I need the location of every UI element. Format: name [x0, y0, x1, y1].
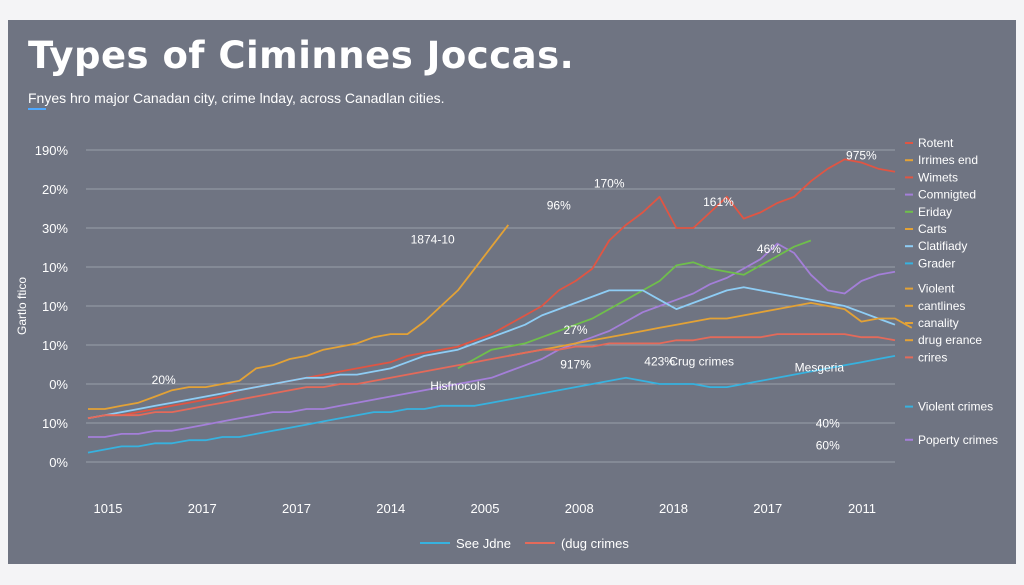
series-line-5 [87, 286, 896, 420]
y-tick-label: 10% [42, 416, 68, 431]
bottom-legend-swatch-2 [524, 542, 555, 544]
legend-label: canality [918, 316, 959, 330]
annotation-label-13: Hisfnocols [430, 379, 485, 393]
y-tick-label: 0% [49, 377, 68, 392]
chart-subtitle: Fnyes hro major Canadan city, crime lnda… [28, 90, 445, 106]
x-tick-label: 2005 [471, 501, 500, 516]
x-tick-label: 2018 [659, 501, 688, 516]
legend-label: Eriday [918, 205, 952, 219]
chart-title: Types of Ciminnes Joccas. [28, 34, 575, 77]
bottom-legend: See Jdne (dug crimes [420, 533, 629, 553]
y-tick-label: 190% [35, 143, 69, 158]
y-tick-label: 10% [42, 299, 68, 314]
legend-label: Comnigted [918, 188, 976, 202]
annotation-label-5: 975% [846, 148, 877, 162]
legend-label: crires [918, 350, 947, 364]
y-axis-label: Gartlo ftico [15, 277, 29, 335]
series-line-8 [87, 333, 896, 420]
x-tick-label: 2017 [188, 501, 217, 516]
legend-label: cantlines [918, 299, 965, 313]
bottom-legend-label-1: See Jdne [456, 535, 511, 551]
bottom-legend-label-2: (dug crimes [560, 535, 629, 551]
series-line-1 [87, 158, 896, 420]
y-tick-label: 20% [42, 182, 68, 197]
annotation-label-3: 96% [547, 198, 571, 212]
x-tick-label: 2017 [282, 501, 311, 516]
series-line-4 [457, 239, 812, 370]
legend-label: Violent crimes [918, 400, 993, 414]
annotation-label-14: 40% [816, 417, 840, 431]
x-tick-label: 2008 [565, 501, 594, 516]
legend-label: Carts [918, 222, 947, 236]
annotation-label-9: 917% [560, 357, 591, 371]
legend-label: Wimets [918, 170, 958, 184]
annotation-label-12: Mesgeria [795, 361, 845, 375]
annotation-label-8: 27% [564, 323, 588, 337]
series-line-3 [88, 242, 896, 438]
y-tick-label: 10% [42, 260, 68, 275]
bottom-legend-swatch-1 [420, 542, 450, 544]
annotation-label-11: Crug crimes [669, 354, 734, 368]
subtitle-accent [28, 108, 46, 110]
y-tick-label: 30% [42, 221, 68, 236]
annotation-label-15: 60% [816, 439, 840, 453]
series-line-6 [508, 301, 913, 357]
x-tick-label: 2011 [848, 501, 876, 516]
legend-label: Irrimes end [918, 153, 978, 167]
series-line-2 [88, 224, 510, 410]
legend-label: Grader [918, 256, 955, 270]
y-tick-label: 0% [49, 455, 68, 470]
series-line-7 [87, 355, 896, 454]
x-tick-label: 1015 [94, 501, 123, 516]
y-tick-label: 10% [42, 338, 68, 353]
legend-label: Violent [918, 282, 955, 296]
annotation-label-2: 170% [594, 176, 625, 190]
legend-label: Clatifiady [918, 239, 967, 253]
annotation-label-10: 423% [644, 354, 675, 368]
annotation-label-6: 46% [757, 242, 781, 256]
x-tick-label: 2014 [376, 501, 405, 516]
legend-label: drug erance [918, 333, 982, 347]
annotation-label-4: 161% [703, 195, 734, 209]
legend-label: Poperty crimes [918, 433, 998, 447]
annotation-label-7: 20% [152, 373, 176, 387]
legend-label: Rotent [918, 136, 954, 150]
x-tick-label: 2017 [753, 501, 782, 516]
annotation-label-1: 1874-10 [411, 233, 455, 247]
